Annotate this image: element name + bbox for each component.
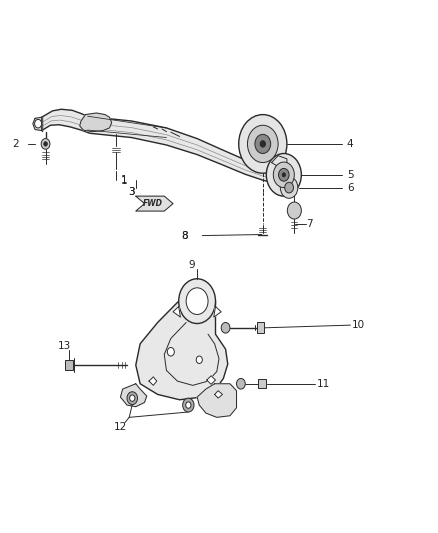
Text: 8: 8 [182,231,188,240]
Text: 12: 12 [114,422,127,432]
Bar [65,360,73,370]
Circle shape [179,279,215,324]
Circle shape [285,182,293,193]
Polygon shape [42,109,293,184]
Circle shape [221,322,230,333]
Circle shape [239,115,287,173]
Circle shape [196,356,202,364]
Polygon shape [214,306,221,317]
Text: 8: 8 [182,231,188,240]
Circle shape [287,202,301,219]
Circle shape [279,168,289,181]
Text: 2: 2 [12,139,19,149]
Circle shape [237,378,245,389]
Text: 1: 1 [120,175,127,185]
Text: 10: 10 [352,320,365,330]
Polygon shape [136,196,173,211]
Text: 7: 7 [307,219,313,229]
Text: 13: 13 [58,341,71,351]
Text: 11: 11 [317,379,330,389]
Text: 1: 1 [120,176,127,186]
Text: 6: 6 [347,183,353,192]
Polygon shape [215,391,223,398]
Bar [258,379,266,388]
Circle shape [35,119,42,128]
Circle shape [130,395,135,401]
Circle shape [186,288,208,314]
Circle shape [44,142,47,146]
Circle shape [167,348,174,356]
Circle shape [186,402,191,408]
Circle shape [255,134,271,154]
Text: 3: 3 [128,187,135,197]
Text: 9: 9 [188,260,195,270]
Text: FWD: FWD [143,199,163,208]
Polygon shape [136,301,228,400]
Circle shape [41,139,50,149]
Circle shape [273,162,294,188]
Polygon shape [120,384,147,407]
Circle shape [247,125,278,163]
Circle shape [183,398,194,412]
Polygon shape [207,376,215,384]
Text: 4: 4 [347,139,353,149]
Polygon shape [272,156,287,168]
Text: 3: 3 [128,187,135,197]
Polygon shape [80,113,112,132]
Polygon shape [197,384,237,417]
Polygon shape [149,377,157,385]
Polygon shape [33,117,42,131]
Circle shape [280,177,298,198]
Circle shape [260,141,265,147]
Text: 5: 5 [347,170,353,180]
Circle shape [127,392,138,405]
Circle shape [282,173,286,177]
Circle shape [266,154,301,196]
Bar [257,322,264,333]
Polygon shape [173,306,180,317]
